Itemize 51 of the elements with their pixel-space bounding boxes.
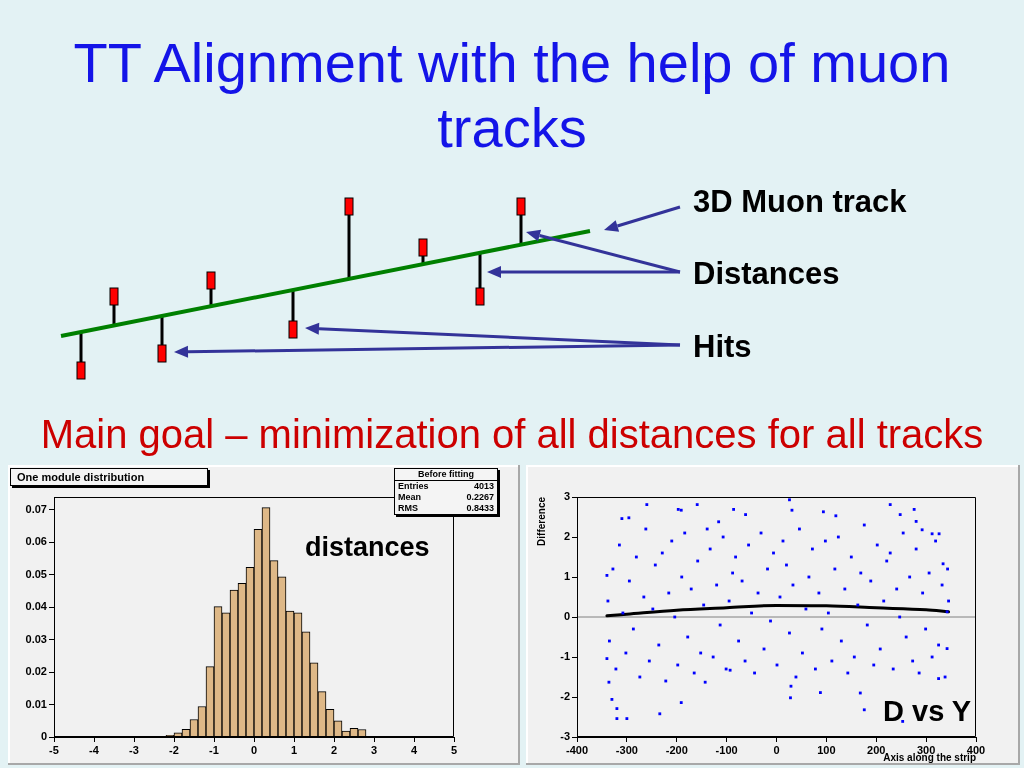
x-tick-label: 4: [410, 743, 418, 756]
y-tick-label: -1: [560, 650, 570, 663]
x-tick-label: -100: [715, 743, 738, 756]
text: Entries: [398, 481, 429, 492]
annotation: Mean: [398, 492, 422, 503]
x-tick-label: 2: [330, 743, 338, 756]
text: 0.2267: [466, 492, 494, 503]
y-tick-label: 0.06: [25, 535, 47, 548]
x-tick-label: 200: [867, 743, 886, 756]
y-tick-label: 0.05: [25, 567, 47, 580]
y-tick-label: 0.02: [25, 665, 47, 678]
text: 4013: [473, 481, 494, 492]
x-tick-label: 100: [817, 743, 836, 756]
y-tick-label: 0.01: [25, 697, 47, 710]
x-tick-label: 1: [290, 743, 298, 756]
annotation: RMS: [398, 503, 418, 514]
annotation: distances: [305, 532, 430, 562]
y-tick-label: 0.04: [25, 600, 48, 613]
text: Hits: [693, 329, 752, 365]
text: 3D Muon track: [693, 184, 907, 220]
x-tick-label: -200: [665, 743, 688, 756]
y-axis-title: Difference: [535, 496, 547, 546]
y-tick-label: 0.03: [25, 632, 47, 645]
y-tick-label: 3: [563, 490, 570, 503]
annotation: D vs Y: [883, 695, 972, 727]
y-tick-label: 0: [40, 730, 47, 743]
x-tick-label: 300: [916, 743, 936, 756]
text: Distances: [693, 256, 840, 292]
text: 0.8433: [466, 503, 494, 514]
y-tick-label: -2: [560, 690, 570, 703]
x-tick-label: -1: [209, 743, 219, 756]
chart-title: One module distribution: [10, 468, 208, 486]
x-tick-label: -300: [615, 743, 638, 756]
x-tick-label: 5: [450, 743, 458, 756]
x-tick-label: -400: [565, 743, 589, 756]
x-tick-label: -5: [49, 743, 59, 756]
text: TT Alignment with the help of muon tracks: [72, 30, 952, 160]
y-tick-label: 2: [563, 530, 570, 543]
y-tick-label: -3: [560, 730, 570, 743]
x-tick-label: 3: [370, 743, 378, 756]
line-series: [605, 603, 951, 618]
x-tick-label: 0: [773, 743, 780, 756]
text: Before fitting: [395, 469, 497, 481]
x-tick-label: -4: [89, 743, 100, 756]
y-tick-label: 1: [563, 570, 570, 583]
x-tick-label: -3: [129, 743, 139, 756]
y-tick-label: 0.07: [25, 503, 47, 515]
x-tick-label: -2: [169, 743, 179, 756]
y-tick-label: 0: [563, 610, 570, 623]
text: Main goal – minimization of all distances for all tracks: [39, 411, 985, 457]
x-tick-label: 0: [250, 743, 258, 756]
